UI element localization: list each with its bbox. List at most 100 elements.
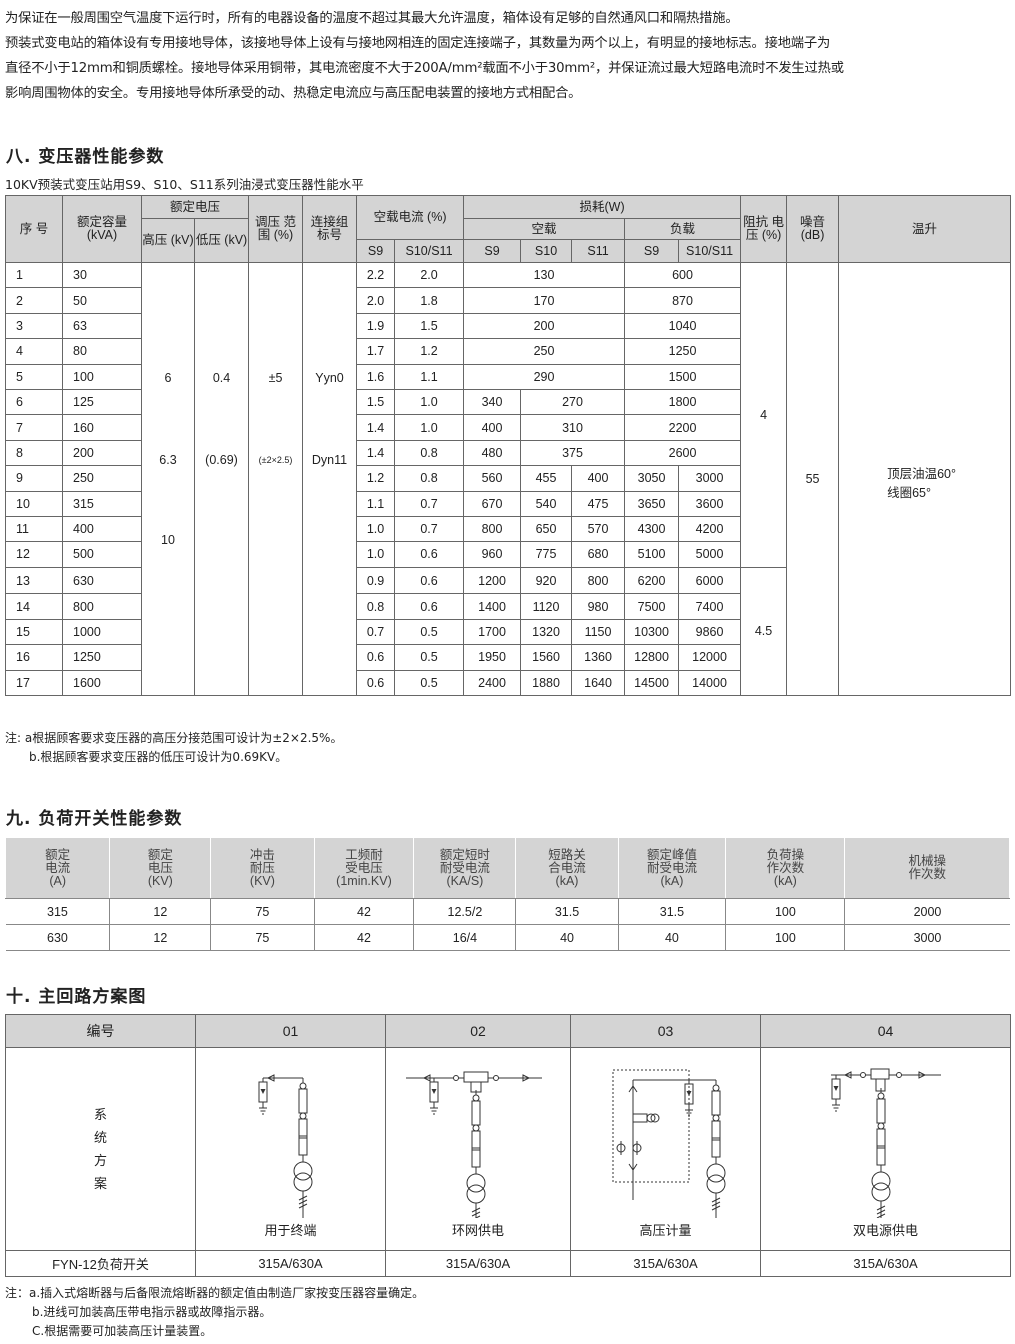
- intro-line: 影响周围物体的安全。专用接地导体所承受的动、热稳定电流应与高压配电装置的接地方式…: [5, 86, 582, 101]
- section8-notes: 注: a根据顾客要求变压器的高压分接范围可设计为±2×2.5%。 b.根据顾客要…: [5, 729, 342, 767]
- header-noload-current: 空载电流 (%): [356, 195, 465, 240]
- hv-cell: 6 6.3 10: [141, 262, 195, 696]
- noload-loss: 250: [463, 338, 626, 365]
- header-noload-loss: 空载: [463, 218, 626, 240]
- noload-current-s9: 1.4: [356, 439, 396, 467]
- lv-cell-value: 0.4: [212, 371, 231, 385]
- tap-cell-value: (±2×2.5): [258, 455, 293, 465]
- noload-current-s10s11: 0.5: [394, 618, 465, 646]
- load-loss: 870: [624, 287, 742, 314]
- seq-cell: 7: [5, 414, 63, 441]
- noload-current-s10s11: 1.5: [394, 312, 465, 340]
- load-loss-s10s11: 14000: [678, 669, 742, 697]
- load-loss-s10s11: 6000: [678, 566, 742, 595]
- capacity-cell: 250: [62, 465, 142, 492]
- noload-current-s10s11: 0.5: [394, 669, 465, 697]
- noload-current-s10s11: 0.6: [394, 593, 465, 620]
- lv-cell: 0.4 (0.69): [193, 262, 250, 696]
- system-scheme-label: 系 统 方 案: [5, 1047, 196, 1251]
- load-loss: 1500: [624, 363, 742, 390]
- noload-loss-s10s11: 375: [520, 439, 626, 467]
- table-row: 12 500 1.0 0.6 960 775 680 5100 5000: [5, 541, 1011, 568]
- temp-rise-line: 顶层油温60°: [887, 467, 956, 481]
- load-loss-s10s11: 5000: [678, 541, 742, 568]
- header-s11: S11: [571, 239, 626, 263]
- table-cell: 12: [109, 898, 211, 925]
- noload-current-s10s11: 1.0: [394, 388, 465, 416]
- noload-loss: 200: [463, 312, 626, 340]
- note: C.根据需要可加装高压计量装置。: [32, 1324, 213, 1338]
- scheme-caption: 环网供电: [451, 1223, 504, 1238]
- capacity-cell: 30: [62, 261, 142, 289]
- note: 注: a根据顾客要求变压器的高压分接范围可设计为±2×2.5%。: [5, 731, 343, 745]
- noload-current-s10s11: 2.0: [394, 261, 465, 289]
- capacity-cell: 1000: [62, 618, 142, 646]
- load-loss-s10s11: 12000: [678, 644, 742, 671]
- scheme-04-cell: 双电源供电: [760, 1047, 1011, 1251]
- load-loss-s10s11: 3600: [678, 490, 742, 517]
- noload-loss-s10: 1880: [520, 669, 573, 697]
- table-row: 15 1000 0.7 0.5 1700 1320 1150 10300 9860: [5, 618, 1011, 646]
- table-cell: 75: [210, 898, 315, 925]
- dual-power-diagram: [831, 1068, 941, 1218]
- load-loss-s10s11: 9860: [678, 618, 742, 646]
- table-row: 1 30 6 6.3 10 0.4 (0.69) ±5 (±2×2.5) Yyn0 Dyn11 2.2…: [5, 261, 1012, 696]
- noload-loss-s11: 980: [571, 593, 626, 620]
- scheme-number: 02: [385, 1014, 571, 1048]
- table-row: 14 800 0.8 0.6 1400 1120 980 7500 7400: [5, 593, 1011, 620]
- table-cell: 315: [5, 898, 110, 925]
- table-cell: 100: [725, 898, 845, 925]
- scheme-caption: 高压计量: [639, 1223, 692, 1238]
- note: b.进线可加装高压带电指示器或故障指示器。: [32, 1305, 272, 1319]
- impedance-cell: 4.5: [740, 566, 788, 697]
- scheme-caption: 用于终端: [264, 1223, 317, 1238]
- hv-metering-diagram: [612, 1069, 726, 1218]
- table-row: 13 630 0.9 0.6 1200 920 800 6200 6000 4.5: [5, 566, 1011, 697]
- column-header: 额定短时 耐受电流 (KA/S): [413, 838, 517, 899]
- noload-loss-s9: 2400: [463, 669, 522, 697]
- capacity-cell: 50: [62, 287, 142, 314]
- header-lv: 低压 (kV): [193, 218, 250, 263]
- note: 注：a.插入式熔断器与后备限流熔断器的额定值由制造厂家按变压器容量确定。: [5, 1286, 425, 1300]
- noload-current-s9: 0.9: [356, 566, 396, 595]
- table-row: 10 315 1.1 0.7 670 540 475 3650 3600: [5, 490, 1011, 517]
- seq-cell: 10: [5, 490, 63, 517]
- noload-loss-s10: 775: [520, 541, 573, 568]
- noload-loss-s11: 1360: [571, 644, 626, 671]
- load-loss-s9: 4300: [624, 515, 680, 543]
- load-loss-s9: 3050: [624, 465, 680, 492]
- vector-cell-value: Dyn11: [311, 453, 348, 467]
- noload-current-s9: 0.7: [356, 618, 396, 646]
- capacity-cell: 315: [62, 490, 142, 517]
- terminal-circuit-diagram: [258, 1074, 313, 1218]
- column-header: 额定 电流 (A): [4, 838, 111, 899]
- noload-current-s9: 1.0: [356, 515, 396, 543]
- table-row: 8 200 1.4 0.8 480 375 2600: [5, 439, 1011, 467]
- noload-current-s10s11: 0.7: [394, 490, 465, 517]
- seq-cell: 16: [5, 644, 63, 671]
- header-s10s11: S10/S11: [394, 239, 465, 263]
- load-loss-s9: 14500: [624, 669, 680, 697]
- noload-loss-s9: 960: [463, 541, 522, 568]
- lv-cell-value: (0.69): [205, 453, 238, 467]
- seq-cell: 1: [5, 261, 63, 289]
- table-cell: 100: [725, 924, 845, 951]
- seq-cell: 3: [5, 312, 63, 340]
- label-char: 案: [93, 1176, 107, 1191]
- table-row: 315 12 75 42 12.5/2 31.5 31.5 100 2000: [5, 898, 1010, 925]
- load-loss: 2200: [624, 414, 742, 441]
- noload-loss-s9: 340: [463, 388, 522, 416]
- header-noise: 噪音 (dB): [786, 195, 840, 263]
- column-header: 额定峰值 耐受电流 (kA): [617, 838, 727, 899]
- table-cell: 31.5: [617, 898, 726, 925]
- noload-current-s10s11: 0.7: [394, 515, 465, 543]
- header-rated-voltage: 额定电压: [140, 195, 250, 219]
- table-cell: 31.5: [515, 898, 619, 925]
- header-s9: S9: [624, 239, 680, 263]
- noload-loss-s10: 1120: [520, 593, 573, 620]
- load-loss: 1040: [624, 312, 742, 340]
- seq-cell: 14: [5, 593, 63, 620]
- noload-current-s10s11: 1.0: [394, 414, 465, 441]
- load-loss: 1800: [624, 388, 742, 416]
- noload-current-s9: 0.6: [356, 644, 396, 671]
